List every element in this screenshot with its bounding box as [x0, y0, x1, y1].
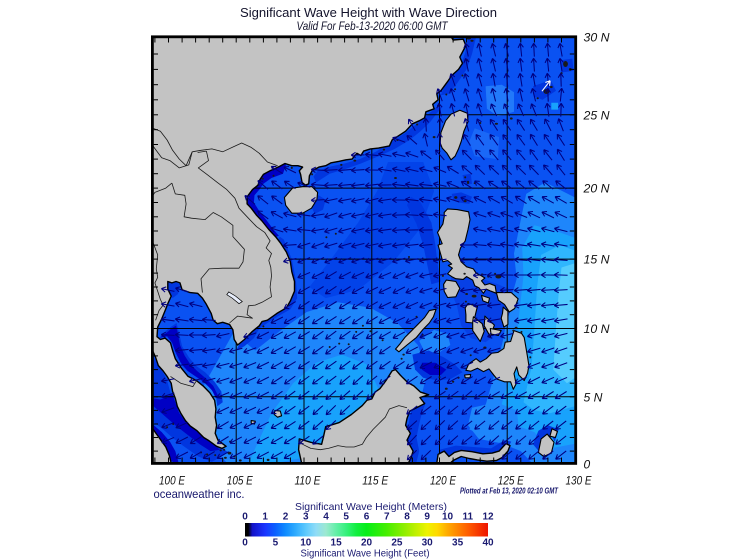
svg-text:8: 8 [404, 512, 410, 523]
svg-text:Significant Wave Height (Meter: Significant Wave Height (Meters) [295, 501, 447, 513]
svg-text:100 E: 100 E [159, 474, 186, 488]
svg-text:2: 2 [283, 512, 289, 523]
svg-text:40: 40 [482, 538, 494, 549]
svg-text:Valid For Feb-13-2020 06:00 GM: Valid For Feb-13-2020 06:00 GMT [297, 19, 449, 33]
svg-text:4: 4 [323, 512, 329, 523]
svg-text:1: 1 [262, 512, 268, 523]
svg-text:6: 6 [364, 512, 370, 523]
svg-text:oceanweather inc.: oceanweather inc. [154, 487, 245, 501]
svg-text:Significant Wave Height with W: Significant Wave Height with Wave Direct… [240, 5, 497, 20]
svg-text:115 E: 115 E [362, 474, 389, 488]
svg-text:Plotted at Feb 13, 2020 02:10: Plotted at Feb 13, 2020 02:10 GMT [460, 487, 559, 496]
svg-text:25 N: 25 N [582, 108, 609, 122]
svg-text:10 N: 10 N [584, 322, 610, 336]
svg-text:15 N: 15 N [584, 253, 610, 267]
svg-text:0: 0 [584, 458, 591, 472]
svg-text:9: 9 [424, 512, 430, 523]
svg-text:125 E: 125 E [498, 474, 525, 488]
svg-text:20 N: 20 N [582, 182, 609, 196]
svg-text:5: 5 [273, 538, 279, 549]
svg-text:120 E: 120 E [430, 474, 457, 488]
svg-text:25: 25 [391, 538, 403, 549]
svg-text:7: 7 [384, 512, 390, 523]
svg-text:10: 10 [442, 512, 454, 523]
svg-text:3: 3 [303, 512, 309, 523]
svg-text:30: 30 [422, 538, 434, 549]
svg-text:105 E: 105 E [227, 474, 254, 488]
svg-text:30 N: 30 N [584, 30, 610, 44]
svg-text:10: 10 [300, 538, 312, 549]
svg-text:Significant Wave Height (Feet): Significant Wave Height (Feet) [301, 549, 430, 560]
svg-text:20: 20 [361, 538, 373, 549]
svg-text:12: 12 [482, 512, 494, 523]
svg-text:5: 5 [343, 512, 349, 523]
svg-text:110 E: 110 E [295, 474, 322, 488]
svg-text:5 N: 5 N [584, 390, 603, 404]
svg-text:15: 15 [331, 538, 343, 549]
svg-text:0: 0 [242, 538, 248, 549]
svg-text:11: 11 [463, 512, 474, 523]
svg-text:0: 0 [242, 512, 248, 523]
svg-text:35: 35 [452, 538, 464, 549]
svg-text:130 E: 130 E [566, 474, 593, 488]
